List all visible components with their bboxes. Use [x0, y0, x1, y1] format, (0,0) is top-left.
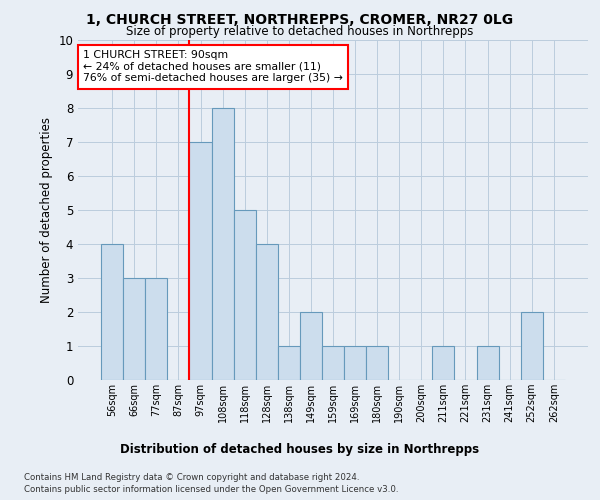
Bar — [433, 346, 454, 380]
Text: 1 CHURCH STREET: 90sqm
← 24% of detached houses are smaller (11)
76% of semi-det: 1 CHURCH STREET: 90sqm ← 24% of detached… — [83, 50, 343, 84]
Bar — [256, 244, 278, 380]
Y-axis label: Number of detached properties: Number of detached properties — [40, 117, 53, 303]
Bar — [521, 312, 543, 380]
Text: 1, CHURCH STREET, NORTHREPPS, CROMER, NR27 0LG: 1, CHURCH STREET, NORTHREPPS, CROMER, NR… — [86, 12, 514, 26]
Bar — [123, 278, 145, 380]
Bar — [212, 108, 233, 380]
Text: Contains HM Land Registry data © Crown copyright and database right 2024.: Contains HM Land Registry data © Crown c… — [24, 472, 359, 482]
Bar — [300, 312, 322, 380]
Text: Size of property relative to detached houses in Northrepps: Size of property relative to detached ho… — [127, 25, 473, 38]
Bar — [278, 346, 300, 380]
Bar — [190, 142, 212, 380]
Bar — [145, 278, 167, 380]
Text: Contains public sector information licensed under the Open Government Licence v3: Contains public sector information licen… — [24, 485, 398, 494]
Bar — [233, 210, 256, 380]
Bar — [322, 346, 344, 380]
Bar — [476, 346, 499, 380]
Bar — [344, 346, 366, 380]
Bar — [366, 346, 388, 380]
Bar — [101, 244, 123, 380]
Text: Distribution of detached houses by size in Northrepps: Distribution of detached houses by size … — [121, 442, 479, 456]
